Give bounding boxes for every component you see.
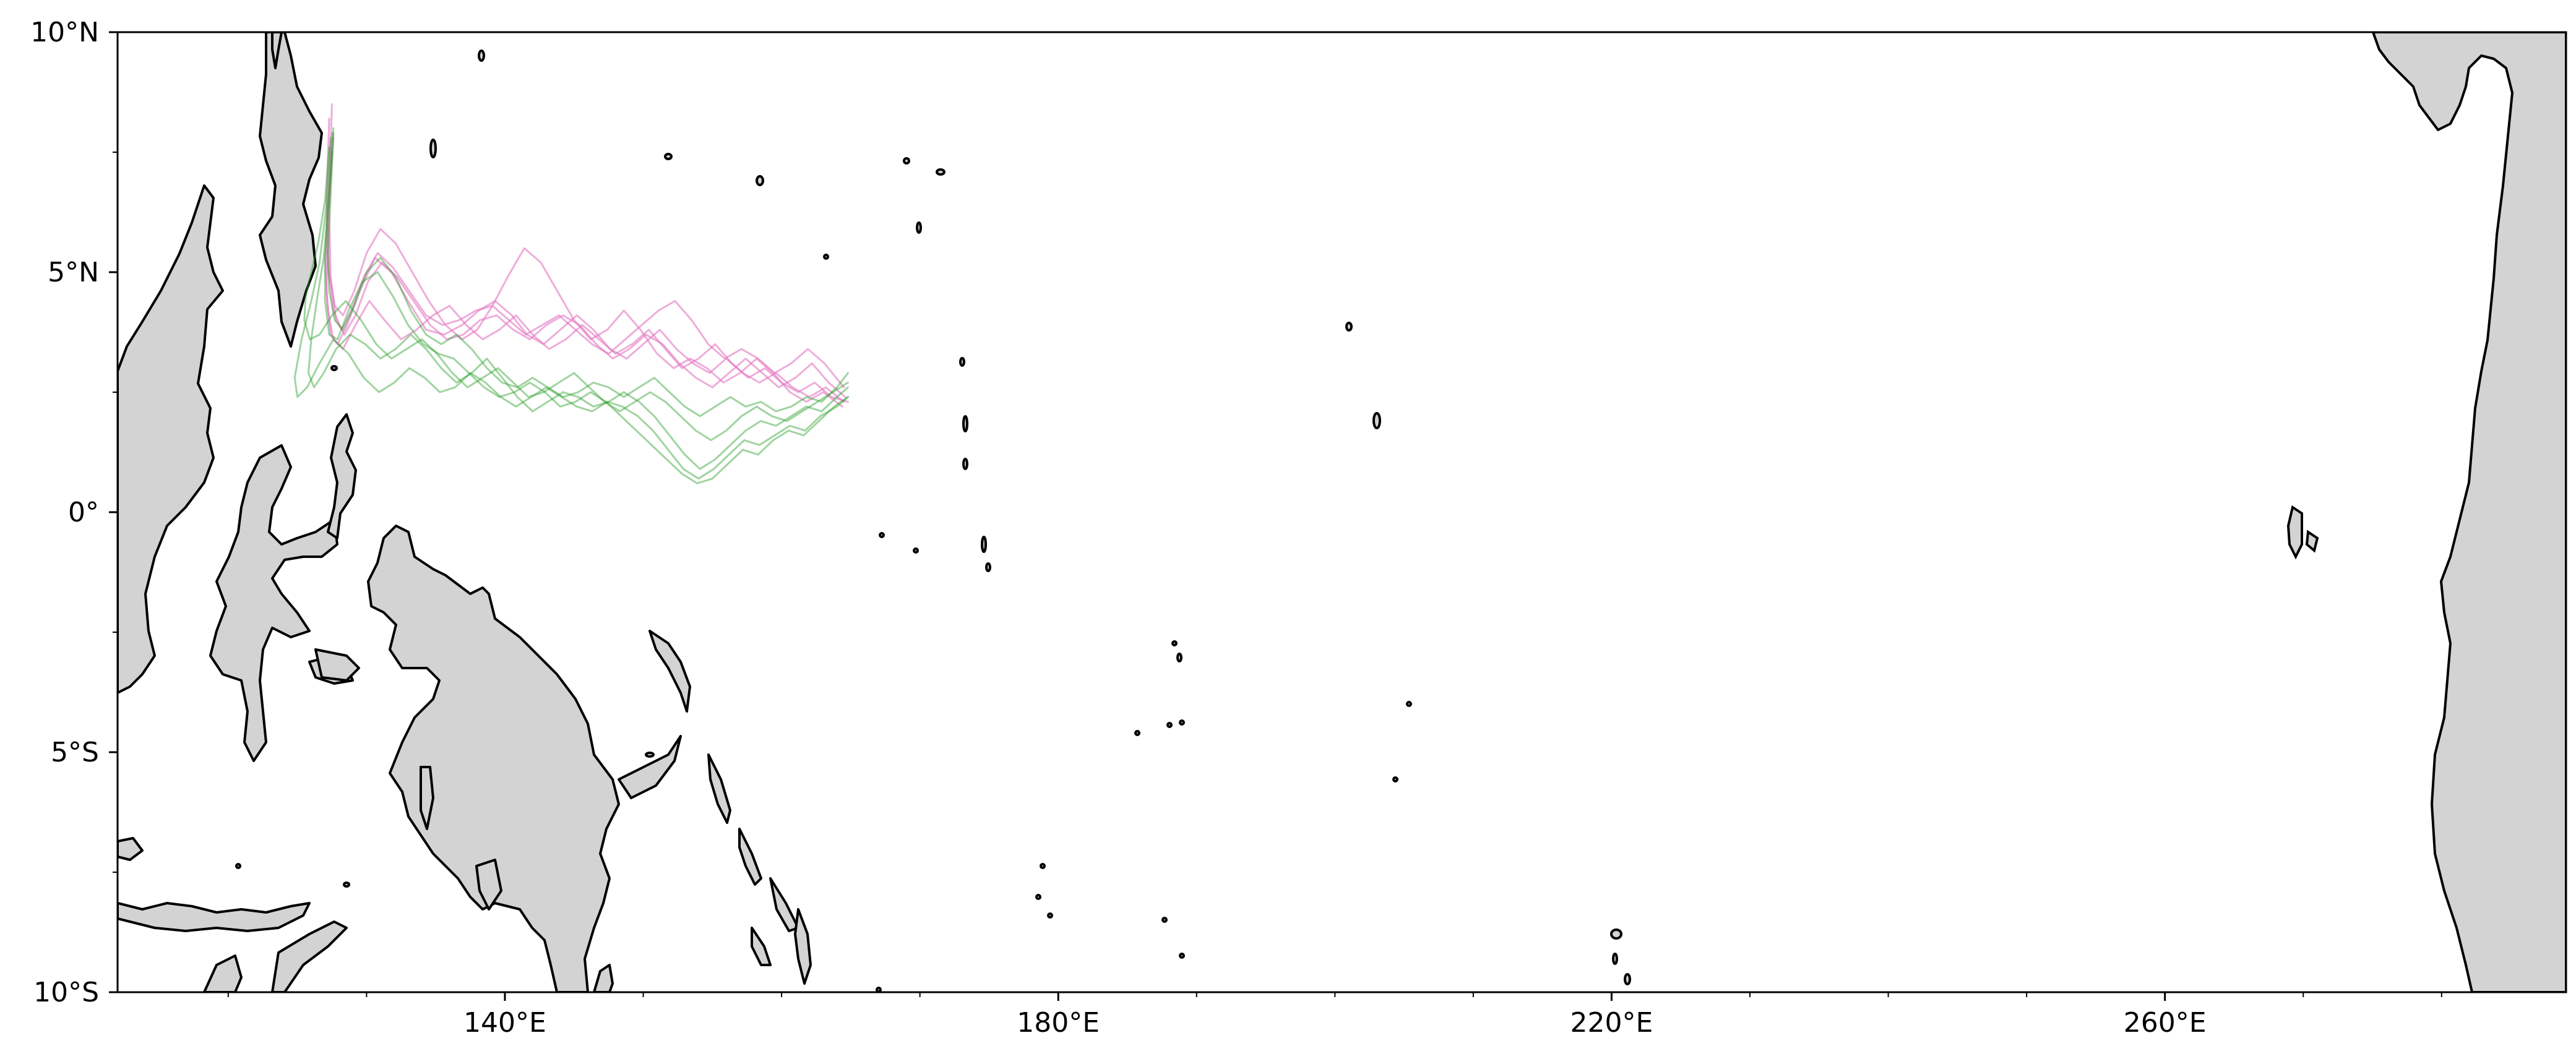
islet: [1345, 322, 1353, 332]
landmass-solomons-4: [794, 908, 812, 985]
landmass-solomons-5: [751, 927, 772, 966]
islet: [876, 987, 882, 992]
islet: [1161, 917, 1168, 923]
y-tick-label: 10°N: [30, 17, 99, 48]
trajectory-line: [328, 132, 846, 398]
y-tick-label: 10°S: [33, 977, 99, 1008]
trajectory-line: [327, 146, 843, 408]
islet: [1171, 640, 1178, 646]
islet: [1624, 973, 1631, 985]
landmass-new-ireland: [648, 630, 691, 713]
landmass-borneo: [118, 184, 224, 694]
landmass-sulawesi: [209, 444, 338, 762]
islet: [962, 415, 968, 432]
islet: [1040, 863, 1046, 869]
trajectory-line: [303, 146, 849, 442]
x-tick-label: 260°E: [2124, 1007, 2207, 1039]
islet: [1406, 701, 1412, 707]
landmass-halmahera: [327, 413, 357, 539]
islet: [823, 254, 829, 260]
landmass-australia-cape-york: [593, 964, 614, 992]
islet: [985, 562, 991, 572]
islet: [756, 175, 764, 186]
landmass-galapagos: [2286, 505, 2303, 560]
islet: [1372, 412, 1381, 429]
landmass-solomons-3: [769, 877, 799, 932]
landmass-sula: [314, 648, 360, 682]
y-tick-label: 5°S: [51, 737, 99, 768]
land-layer: [118, 32, 2566, 992]
trajectory-line: [324, 151, 849, 484]
y-tick-label: 5°N: [48, 257, 99, 288]
landmass-new-guinea: [367, 525, 620, 992]
trajectory-line: [325, 137, 845, 403]
islet: [664, 153, 673, 160]
landmass-small-island-2: [420, 766, 434, 830]
trajectory-line: [324, 103, 849, 403]
landmass-timor: [271, 920, 348, 992]
islet: [879, 532, 885, 538]
trajectory-line: [293, 137, 849, 480]
map-plot-area: [118, 32, 2566, 992]
islet: [1179, 953, 1185, 959]
x-tick-label: 140°E: [463, 1007, 546, 1039]
landmass-lesser-sunda: [118, 902, 311, 932]
landmass-philippines: [271, 32, 283, 69]
trajectory-line: [325, 118, 845, 388]
axis-layer: 140°E 180°E 220°E 260°E 10°N 5°N 0° 5°S 10°S: [30, 17, 2442, 1039]
islet: [478, 49, 485, 62]
islet: [1610, 928, 1622, 940]
islet: [959, 357, 965, 367]
landmass-small-island-3: [475, 859, 502, 911]
islet: [1134, 730, 1140, 736]
islet: [429, 139, 437, 158]
x-tick-label: 180°E: [1017, 1007, 1100, 1039]
landmass-americas: [2372, 32, 2566, 992]
trajectory-line: [308, 127, 849, 470]
islet: [1179, 719, 1185, 726]
islet: [1047, 912, 1053, 919]
landmass-solomons-2: [738, 828, 762, 886]
islet: [330, 365, 338, 371]
y-tick-label: 0°: [68, 497, 99, 528]
islet: [235, 863, 241, 869]
islet: [916, 221, 922, 234]
islet: [1176, 653, 1182, 662]
islet: [343, 881, 350, 888]
islet: [1612, 953, 1618, 965]
islet: [981, 536, 987, 553]
islet: [645, 752, 655, 758]
islet: [1392, 776, 1398, 782]
islet: [936, 168, 946, 176]
landmass-solomons-1: [707, 753, 731, 824]
trajectory-layer: [293, 103, 849, 484]
landmass-galapagos-2: [2305, 530, 2319, 553]
islet: [903, 157, 910, 165]
landmass-new-britain: [618, 735, 682, 799]
islet: [1035, 894, 1041, 900]
landmass-australia: [203, 954, 243, 992]
x-tick-label: 220°E: [1570, 1007, 1653, 1039]
islet: [913, 547, 919, 554]
landmass-mindanao: [259, 32, 323, 348]
trajectory-line: [327, 132, 849, 418]
islet: [1166, 722, 1173, 728]
islet-layer: [235, 49, 1631, 992]
islet: [962, 458, 968, 470]
landmass-small-island-1: [118, 837, 144, 861]
